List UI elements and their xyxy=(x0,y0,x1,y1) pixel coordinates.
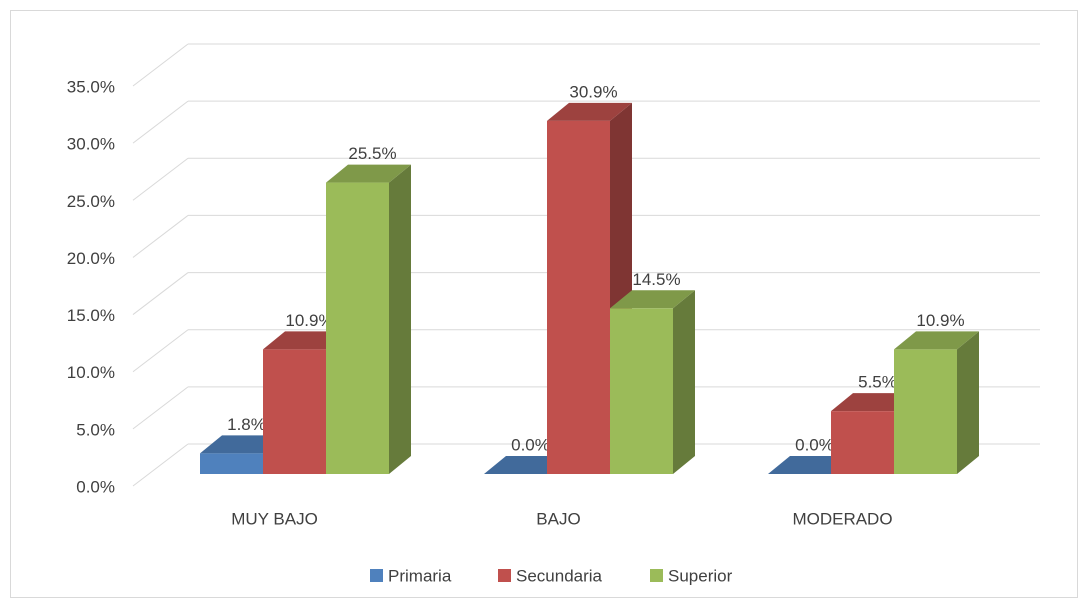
data-label: 0.0% xyxy=(795,435,834,454)
grid-line-side xyxy=(132,157,189,201)
bar xyxy=(263,349,326,474)
bar-side xyxy=(957,331,979,474)
data-label: 30.9% xyxy=(569,82,617,101)
y-tick-label: 30.0% xyxy=(67,135,115,154)
legend-swatch xyxy=(370,569,383,582)
bar xyxy=(831,411,894,474)
x-tick-label: MUY BAJO xyxy=(231,509,318,528)
y-tick-label: 15.0% xyxy=(67,306,115,325)
grid-line-side xyxy=(132,43,189,87)
grid-line-side xyxy=(132,329,189,373)
x-tick-label: MODERADO xyxy=(792,509,892,528)
x-tick-label: BAJO xyxy=(536,509,580,528)
data-label: 14.5% xyxy=(632,270,680,289)
y-tick-label: 35.0% xyxy=(67,77,115,96)
grid-line-side xyxy=(132,443,189,487)
y-tick-label: 0.0% xyxy=(76,477,115,496)
bar xyxy=(610,308,673,474)
bar-side xyxy=(673,290,695,474)
bar-top xyxy=(326,164,411,183)
legend-swatch xyxy=(498,569,511,582)
bar xyxy=(894,349,957,474)
legend-label: Primaria xyxy=(388,566,452,585)
chart-border xyxy=(10,10,1078,598)
data-label: 10.9% xyxy=(285,311,333,330)
data-label: 0.0% xyxy=(511,435,550,454)
y-tick-label: 10.0% xyxy=(67,363,115,382)
grid-line-side xyxy=(132,272,189,315)
bar xyxy=(547,120,610,474)
data-label: 25.5% xyxy=(348,144,396,163)
bar xyxy=(326,182,389,475)
grid-line-side xyxy=(132,100,189,144)
y-tick-label: 25.0% xyxy=(67,192,115,211)
bar xyxy=(200,453,263,474)
legend-label: Superior xyxy=(668,566,733,585)
bar-side xyxy=(389,164,411,475)
data-label: 5.5% xyxy=(858,373,897,392)
y-tick-label: 5.0% xyxy=(76,420,115,439)
data-label: 10.9% xyxy=(916,311,964,330)
bar-top xyxy=(610,290,695,309)
data-label: 1.8% xyxy=(227,415,266,434)
y-tick-label: 20.0% xyxy=(67,249,115,268)
legend-label: Secundaria xyxy=(516,566,603,585)
grid-line-side xyxy=(132,386,189,430)
legend-swatch xyxy=(650,569,663,582)
bar-top xyxy=(547,102,632,121)
bar-top xyxy=(894,331,979,350)
grid-line-side xyxy=(132,215,189,258)
